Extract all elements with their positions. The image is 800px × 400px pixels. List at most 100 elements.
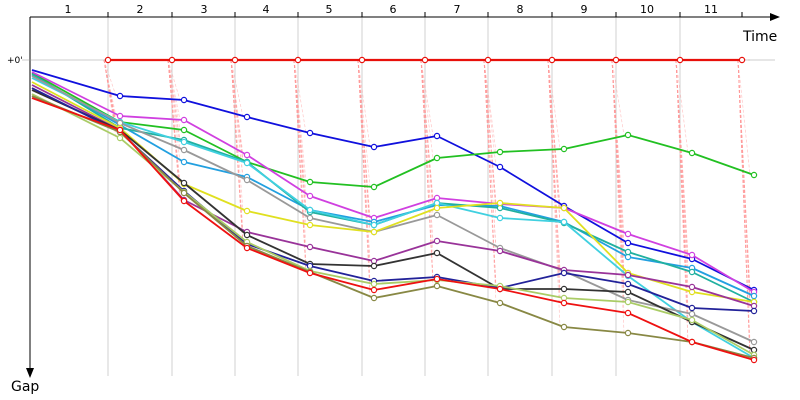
data-point (306, 269, 314, 277)
data-point (306, 206, 314, 214)
leader-line (611, 59, 625, 253)
lap-label: 8 (517, 3, 524, 16)
data-point (421, 56, 429, 64)
lap-label: 6 (390, 3, 397, 16)
data-point (624, 309, 632, 317)
leader-line (483, 59, 497, 290)
data-point (180, 197, 188, 205)
leader-line (167, 59, 181, 101)
series-line (31, 81, 758, 306)
leader-line (293, 59, 307, 274)
series-path (31, 69, 755, 291)
data-point (560, 323, 568, 331)
data-point (306, 214, 314, 222)
data-point (306, 243, 314, 251)
data-point (370, 183, 378, 191)
x-axis-title: Time (742, 29, 777, 45)
data-point (116, 92, 124, 100)
leader-line (611, 59, 625, 136)
data-point (306, 192, 314, 200)
leader-line (483, 59, 497, 153)
x-axis-arrow (770, 13, 780, 21)
data-point (243, 159, 251, 167)
data-point (688, 283, 696, 291)
leader-line (611, 59, 625, 285)
series-path (31, 77, 755, 359)
leader-line (675, 59, 689, 256)
series-line (31, 69, 758, 294)
data-point (496, 247, 504, 255)
series-line (31, 74, 758, 300)
data-point (243, 244, 251, 252)
data-point (306, 221, 314, 229)
data-point (688, 338, 696, 346)
data-point (370, 221, 378, 229)
data-point (676, 56, 684, 64)
leader-line (167, 59, 181, 143)
data-point (104, 56, 112, 64)
series-path (31, 87, 755, 312)
series-lines (31, 56, 758, 364)
data-point (624, 230, 632, 238)
leader-line (230, 59, 244, 249)
data-point (180, 189, 188, 197)
data-point (306, 129, 314, 137)
data-point (370, 228, 378, 236)
series-path (31, 95, 755, 359)
leader-line (675, 59, 689, 321)
data-point (496, 148, 504, 156)
data-point (433, 204, 441, 212)
data-point (496, 299, 504, 307)
lap-label: 1 (65, 3, 72, 16)
data-point (168, 56, 176, 64)
data-point (180, 138, 188, 146)
data-point (750, 292, 758, 300)
data-point (688, 251, 696, 259)
data-point (496, 199, 504, 207)
leader-line (420, 59, 434, 159)
data-point (370, 294, 378, 302)
data-point (484, 56, 492, 64)
leader-line (483, 59, 497, 219)
data-point (688, 310, 696, 318)
data-point (624, 131, 632, 139)
data-point (433, 237, 441, 245)
data-point (624, 329, 632, 337)
series-line (31, 97, 758, 364)
leader-line (675, 59, 689, 343)
leader-line (737, 59, 751, 361)
data-point (180, 116, 188, 124)
data-point (180, 179, 188, 187)
data-point (116, 112, 124, 120)
leader-line (483, 59, 497, 289)
data-point (612, 56, 620, 64)
series-path (31, 71, 755, 293)
leader-line (103, 59, 117, 97)
leader-line (357, 59, 371, 291)
leader-line (293, 59, 307, 248)
leader-line (420, 59, 434, 254)
data-point (750, 356, 758, 364)
lap-label: 11 (704, 3, 718, 16)
y-axis-title: Gap (11, 379, 39, 395)
data-point (243, 231, 251, 239)
y-axis-arrow (26, 368, 34, 378)
data-point (496, 285, 504, 293)
data-point (624, 298, 632, 306)
data-point (180, 126, 188, 134)
leader-line (293, 59, 307, 219)
lap-label: 4 (263, 3, 270, 16)
series-line (31, 75, 758, 346)
data-point (496, 214, 504, 222)
leader-line (103, 59, 117, 131)
leader-line (483, 59, 497, 204)
data-point (738, 56, 746, 64)
data-point (294, 56, 302, 64)
leader-line (483, 59, 497, 290)
series-path (31, 73, 755, 303)
series-path (31, 89, 755, 351)
series-path (31, 75, 755, 343)
data-point (560, 285, 568, 293)
data-point (560, 145, 568, 153)
